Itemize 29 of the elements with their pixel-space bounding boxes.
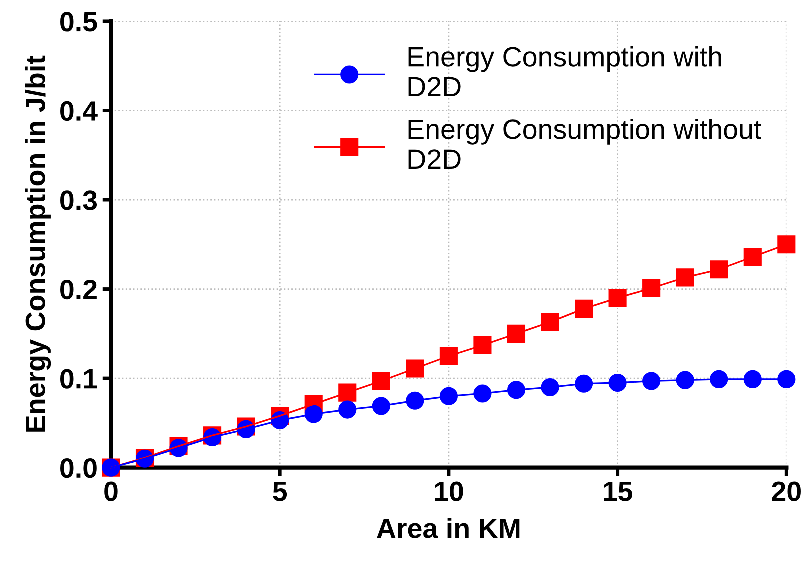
point: [642, 279, 661, 298]
point: [676, 268, 694, 287]
x-tick-label: 10: [435, 482, 464, 502]
point: [778, 236, 796, 254]
point: [710, 260, 728, 279]
y-tick-label: 0.5: [60, 12, 98, 32]
point: [541, 313, 560, 332]
point: [440, 347, 458, 366]
x-tick-label: 20: [772, 482, 801, 502]
point: [474, 336, 492, 355]
point: [406, 360, 424, 378]
point: [778, 370, 796, 388]
point: [608, 289, 627, 308]
y-axis-title: Energy Consumption in J/bit: [25, 56, 52, 432]
legend-label: Energy Consumption with D2D: [408, 46, 722, 97]
y-tick-label: 0.1: [60, 369, 98, 389]
point: [575, 300, 594, 318]
y-tick-label: 0.4: [60, 101, 98, 122]
point: [744, 248, 762, 266]
y-tick-label: 0.3: [60, 190, 98, 210]
point: [372, 372, 390, 390]
x-tick-label: 0: [104, 482, 118, 502]
x-tick-label: 5: [273, 482, 288, 502]
x-axis-title: Area in KM: [377, 518, 520, 538]
legend-label: Energy Consumption without D2D: [408, 118, 762, 169]
y-tick-label: 0.2: [60, 280, 97, 300]
x-tick-label: 15: [604, 482, 632, 502]
point: [507, 324, 526, 343]
y-tick-label: 0.0: [60, 458, 97, 478]
